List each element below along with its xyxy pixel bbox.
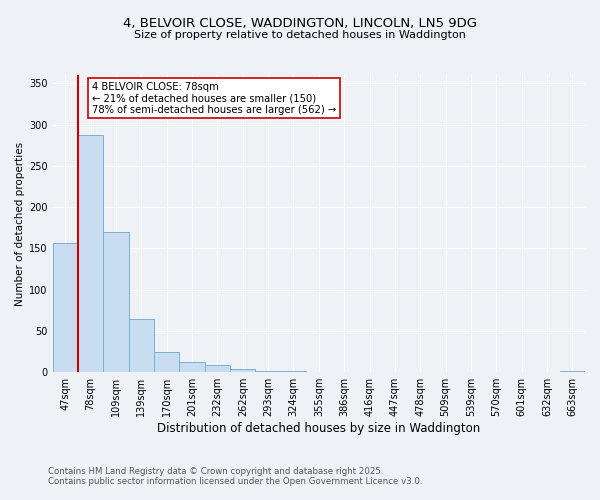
Text: 4, BELVOIR CLOSE, WADDINGTON, LINCOLN, LN5 9DG: 4, BELVOIR CLOSE, WADDINGTON, LINCOLN, L… (123, 18, 477, 30)
Bar (154, 352, 179, 372)
Text: Size of property relative to detached houses in Waddington: Size of property relative to detached ho… (134, 30, 466, 40)
Bar (560, 370, 585, 372)
Bar (230, 369, 256, 372)
Bar (78, 136, 103, 372)
Text: Contains public sector information licensed under the Open Government Licence v3: Contains public sector information licen… (48, 477, 422, 486)
Bar (256, 370, 281, 372)
Bar (205, 365, 230, 372)
Y-axis label: Number of detached properties: Number of detached properties (15, 142, 25, 306)
Bar (53, 242, 78, 372)
Bar (103, 232, 129, 372)
Text: 4 BELVOIR CLOSE: 78sqm
← 21% of detached houses are smaller (150)
78% of semi-de: 4 BELVOIR CLOSE: 78sqm ← 21% of detached… (92, 82, 336, 115)
Bar (179, 362, 205, 372)
Text: Contains HM Land Registry data © Crown copyright and database right 2025.: Contains HM Land Registry data © Crown c… (48, 467, 383, 476)
X-axis label: Distribution of detached houses by size in Waddington: Distribution of detached houses by size … (157, 422, 481, 435)
Bar (129, 318, 154, 372)
